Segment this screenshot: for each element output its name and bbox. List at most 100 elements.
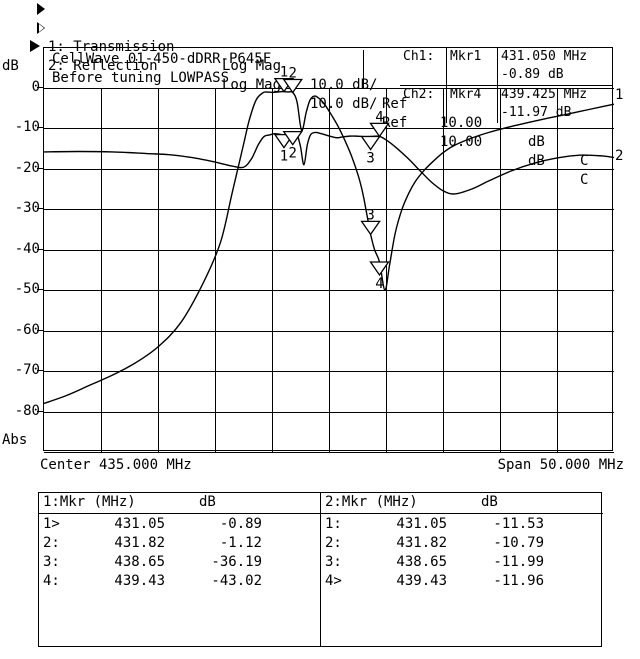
marker-row-frequency: 438.65 — [114, 554, 165, 570]
marker-table-channel-2[interactable]: 2:Mkr (MHz) dB 1: 431.05 -11.53 2: 431.82 -10… — [321, 493, 603, 646]
marker-number-label: 4 — [375, 276, 383, 292]
marker-table-row[interactable]: 1> 431.05 -0.89 — [39, 516, 320, 535]
channel-2-ref-label: Ref — [382, 115, 408, 131]
grid-line-vertical — [101, 88, 102, 452]
marker-table-row[interactable]: 2: 431.82 -1.12 — [39, 535, 320, 554]
y-axis-tick-mark — [37, 248, 43, 250]
channel-1-scale: 10.0 dB/ — [310, 77, 378, 93]
grid-line-vertical — [215, 88, 216, 452]
marker-table-row[interactable]: 1: 431.05 -11.53 — [321, 516, 603, 535]
marker-row-frequency: 439.43 — [114, 573, 165, 589]
marker-row-db: -0.89 — [219, 516, 262, 532]
y-axis-tick-label: -50 — [14, 281, 40, 298]
marker-table-2-header: 2:Mkr (MHz) dB — [321, 493, 603, 514]
channel-row-2[interactable]: 2: Reflection Log Mag 10.0 dB/ Ref 10.00… — [0, 19, 640, 188]
y-axis-tick-label: -20 — [14, 159, 40, 176]
marker-readout-ch1-value: -0.89 dB — [501, 67, 564, 82]
channel-2-scale: 10.0 dB/ — [310, 96, 378, 112]
marker-row-db: -43.02 — [211, 573, 262, 589]
marker-row-frequency: 431.82 — [396, 535, 447, 551]
marker-table-2-header-title: 2:Mkr (MHz) — [325, 494, 418, 510]
trace-2-end-label: 2 — [615, 147, 624, 164]
title-line-2: Before tuning LOWPASS — [52, 70, 230, 86]
marker-readout-ch1-marker: Mkr1 — [450, 49, 482, 64]
y-axis-tick-label: -10 — [14, 119, 40, 136]
channel-2-label: 2: Reflection — [48, 58, 158, 74]
marker-row-index: 3: — [325, 554, 342, 570]
marker-readout-divider-a — [446, 48, 447, 85]
marker-table-row[interactable]: 4> 439.43 -11.96 — [321, 573, 603, 592]
marker-number-label: 3 — [366, 150, 374, 166]
y-axis-tick-label: -60 — [14, 321, 40, 338]
y-axis-tick-mark — [37, 87, 43, 88]
marker-table-1-header: 1:Mkr (MHz) dB — [39, 493, 320, 514]
channel-1-ref-value: 10.00 — [440, 115, 483, 131]
channel-1-active-triangle-icon[interactable] — [37, 3, 45, 15]
x-axis-span-label: Span 50.000 MHz — [497, 457, 624, 473]
x-axis-center-label: Center 435.000 MHz — [40, 457, 192, 473]
marker-triangle-icon[interactable] — [369, 261, 390, 277]
y-axis-scale-mode-label: Abs — [2, 432, 28, 448]
title-line-1: CellWave 01-450-dDRR-P645F — [52, 51, 272, 67]
marker-triangle-icon[interactable] — [282, 78, 303, 94]
channel-row-1[interactable]: 1: Transmission Log Mag 10.0 dB/ Ref 10.… — [0, 0, 640, 169]
marker-table-1-header-title: 1:Mkr (MHz) — [43, 494, 136, 510]
y-axis-tick-label: -80 — [14, 402, 40, 419]
grid-line-vertical — [443, 88, 444, 452]
y-axis-tick-label: -70 — [14, 362, 40, 379]
grid-line-horizontal — [44, 452, 614, 453]
marker-row-frequency: 439.43 — [396, 573, 447, 589]
marker-row-index: 1> — [43, 516, 60, 532]
y-axis-tick-mark — [37, 289, 43, 291]
marker-row-frequency: 438.65 — [396, 554, 447, 570]
channel-1-ref-label: Ref — [382, 96, 408, 112]
marker-triangle-icon[interactable] — [360, 135, 381, 151]
marker-row-db: -11.99 — [493, 554, 544, 570]
y-axis-tick-mark — [37, 329, 43, 331]
trace-2-reflection-curve — [43, 130, 615, 195]
marker-triangle-icon[interactable] — [369, 122, 390, 138]
grid-line-vertical — [158, 88, 159, 452]
marker-readout-ch1-channel: Ch1: — [403, 49, 435, 64]
marker-row-frequency: 431.05 — [114, 516, 165, 532]
marker-table-channel-1[interactable]: 1:Mkr (MHz) dB 1> 431.05 -0.89 2: 431.82 -1.1… — [39, 493, 321, 646]
marker-row-index: 4: — [43, 573, 60, 589]
marker-row-frequency: 431.82 — [114, 535, 165, 551]
grid-line-vertical — [329, 88, 330, 452]
marker-table-row[interactable]: 2: 431.82 -10.79 — [321, 535, 603, 554]
marker-readout-ch2-channel: Ch2: — [403, 87, 435, 102]
marker-readout-ch2: Ch2: Mkr4 439.425 MHz -11.97 dB — [400, 86, 613, 124]
y-axis-tick-label: -40 — [14, 240, 40, 257]
marker-tables: 1:Mkr (MHz) dB 1> 431.05 -0.89 2: 431.82 -1.1… — [38, 492, 603, 647]
marker-triangle-icon[interactable] — [282, 130, 303, 146]
marker-row-index: 2: — [325, 535, 342, 551]
y-axis-tick-mark — [37, 127, 43, 129]
marker-row-index: 1: — [325, 516, 342, 532]
marker-table-row[interactable]: 3: 438.65 -11.99 — [321, 554, 603, 573]
marker-number-label: 2 — [289, 146, 297, 162]
marker-table-1-header-value: dB — [199, 494, 216, 510]
trace-1-end-label: 1 — [615, 87, 624, 104]
marker-readout-ch2-marker: Mkr4 — [450, 87, 482, 102]
marker-row-index: 2: — [43, 535, 60, 551]
marker-number-label: 4 — [375, 109, 383, 125]
trace-1-transmission-curve — [43, 90, 615, 405]
channel-2-inactive-triangle-icon[interactable] — [37, 22, 45, 34]
marker-table-row[interactable]: 3: 438.65 -36.19 — [39, 554, 320, 573]
marker-number-label: 1 — [280, 149, 288, 165]
marker-row-db: -10.79 — [493, 535, 544, 551]
marker-row-index: 3: — [43, 554, 60, 570]
marker-table-2-header-value: dB — [481, 494, 498, 510]
active-marker-readout: Ch1: Mkr1 431.050 MHz -0.89 dB Ch2: Mkr4… — [400, 48, 613, 125]
marker-readout-ch2-value: -11.97 dB — [501, 105, 572, 120]
marker-row-index: 4> — [325, 573, 342, 589]
marker-triangle-icon[interactable] — [360, 220, 381, 236]
y-axis-unit-label: dB — [2, 58, 19, 74]
marker-readout-divider-d — [497, 86, 498, 123]
marker-row-db: -1.12 — [219, 535, 262, 551]
marker-table-row[interactable]: 4: 439.43 -43.02 — [39, 573, 320, 592]
marker-row-frequency: 431.05 — [396, 516, 447, 532]
